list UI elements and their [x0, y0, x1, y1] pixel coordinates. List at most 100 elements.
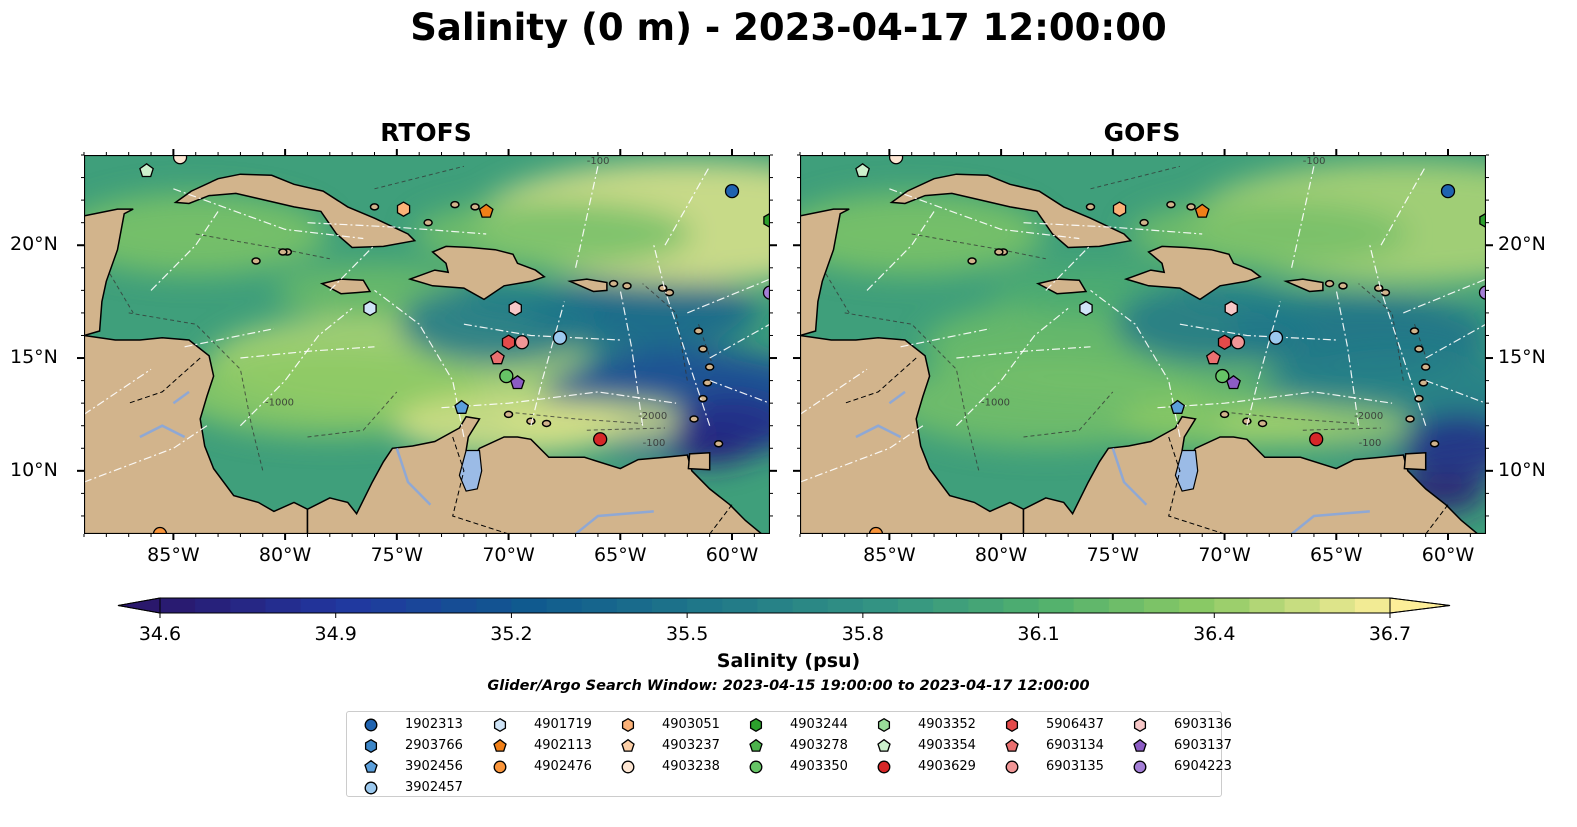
island [1186, 203, 1196, 211]
legend-label: 4903238 [662, 759, 720, 774]
eez-boundary [664, 166, 711, 246]
float-marker-4903238 [172, 155, 188, 165]
eez-boundary [329, 244, 375, 291]
gofs-panel-title: GOFS [1103, 118, 1181, 147]
eez-boundary [866, 211, 935, 291]
island [1257, 419, 1268, 428]
colorbar-band [1319, 598, 1356, 613]
legend-label: 4903278 [790, 738, 848, 753]
lat-tick-label-left: 15°N [10, 346, 58, 369]
bathymetry-contour [586, 427, 666, 431]
colorbar-band [160, 598, 196, 613]
island [1219, 410, 1230, 419]
river [395, 447, 432, 506]
land-south [306, 415, 770, 534]
colorbar-extend-low [117, 597, 161, 614]
legend-label: 3902456 [405, 759, 463, 774]
colorbar-band [722, 598, 759, 613]
colorbar-band [230, 598, 267, 613]
colorbar-band [1108, 598, 1145, 613]
legend-marker-6904223 [1133, 760, 1147, 774]
float-marker-4902476 [152, 526, 168, 534]
float-marker-4901719 [363, 300, 377, 317]
legend-label: 4903051 [662, 717, 720, 732]
legend-label: 6903134 [1046, 738, 1104, 753]
eez-boundary [653, 245, 711, 426]
lake-maracaibo [458, 449, 483, 492]
float-marker-6903135 [514, 335, 530, 350]
eez-boundary [687, 278, 770, 314]
land-trinidad [687, 452, 711, 471]
island [704, 363, 715, 371]
float-marker-6903134 [1205, 350, 1221, 365]
float-marker-3902457 [552, 330, 568, 345]
legend-label: 6903135 [1046, 759, 1104, 774]
colorbar-band [827, 598, 864, 613]
land-central [800, 208, 1025, 534]
float-marker-4903244 [1479, 212, 1486, 229]
colorbar-band [581, 598, 618, 613]
colorbar-band [1073, 598, 1110, 613]
island [251, 257, 261, 265]
island [1139, 218, 1149, 227]
legend-label: 4903244 [790, 717, 848, 732]
island [1373, 284, 1384, 292]
legend-label: 4903237 [662, 738, 720, 753]
colorbar-band [370, 598, 407, 613]
salinity-colorbar: 34.6 34.9 35.2 35.5 35.8 36.1 36.4 36.7 [117, 597, 1451, 645]
float-marker-4903051 [1112, 201, 1127, 217]
contour-label: -100 [643, 438, 666, 449]
island [713, 440, 724, 448]
land-jamaica [1035, 278, 1088, 295]
contour-label: -2000 [638, 411, 667, 422]
colorbar-label: Salinity (psu) [716, 650, 861, 672]
island [423, 218, 433, 227]
float-marker-6903137 [1226, 374, 1241, 390]
colorbar-band [652, 598, 688, 613]
legend-label: 5906437 [1046, 717, 1104, 732]
legend-marker-2903766 [364, 738, 378, 754]
float-marker-4903629 [593, 432, 608, 447]
colorbar-tick-label: 35.8 [842, 623, 884, 645]
colorbar-band [265, 598, 302, 613]
contour-label: -1000 [981, 397, 1010, 408]
island [1324, 279, 1335, 288]
colorbar-band [687, 598, 723, 613]
island [1429, 440, 1440, 448]
colorbar-band [1284, 598, 1321, 613]
colorbar-tick-label: 36.1 [1017, 623, 1059, 645]
bathymetry-contour [105, 267, 134, 314]
float-marker-4903350 [499, 368, 514, 384]
colorbar-band [335, 598, 372, 613]
lat-tick-label-left: 20°N [10, 233, 58, 256]
eez-boundary [84, 368, 152, 415]
eez-boundary [1380, 166, 1427, 246]
land-jamaica [319, 278, 372, 295]
colorbar-band [511, 598, 548, 613]
colorbar-extend-high [1389, 597, 1451, 614]
colorbar-tick-label: 35.5 [666, 623, 708, 645]
land-south [1022, 415, 1486, 534]
colorbar-band [898, 598, 934, 613]
eez-boundary [1291, 166, 1315, 268]
colorbar-band [933, 598, 969, 613]
eez-boundary [575, 166, 599, 268]
legend-label: 6904223 [1174, 759, 1232, 774]
island [608, 279, 619, 288]
colorbar-band [300, 598, 337, 613]
bathymetry-contour [1302, 427, 1382, 431]
legend-marker-4903051 [621, 717, 635, 733]
colorbar-band [1003, 598, 1040, 613]
legend-marker-1902313 [364, 718, 378, 732]
bathymetry-contour [911, 233, 1046, 260]
land-hispaniola [1123, 245, 1262, 301]
bathymetry-contour [642, 283, 688, 381]
eez-boundary [1425, 380, 1486, 404]
land-cuba [889, 173, 1133, 249]
lon-tick-label: 85°W [863, 544, 916, 566]
colorbar-band [195, 598, 231, 613]
island [994, 248, 1004, 256]
country-border [1425, 504, 1449, 534]
bathymetry-contour [1224, 411, 1359, 424]
lon-tick-label: 75°W [1086, 544, 1140, 566]
